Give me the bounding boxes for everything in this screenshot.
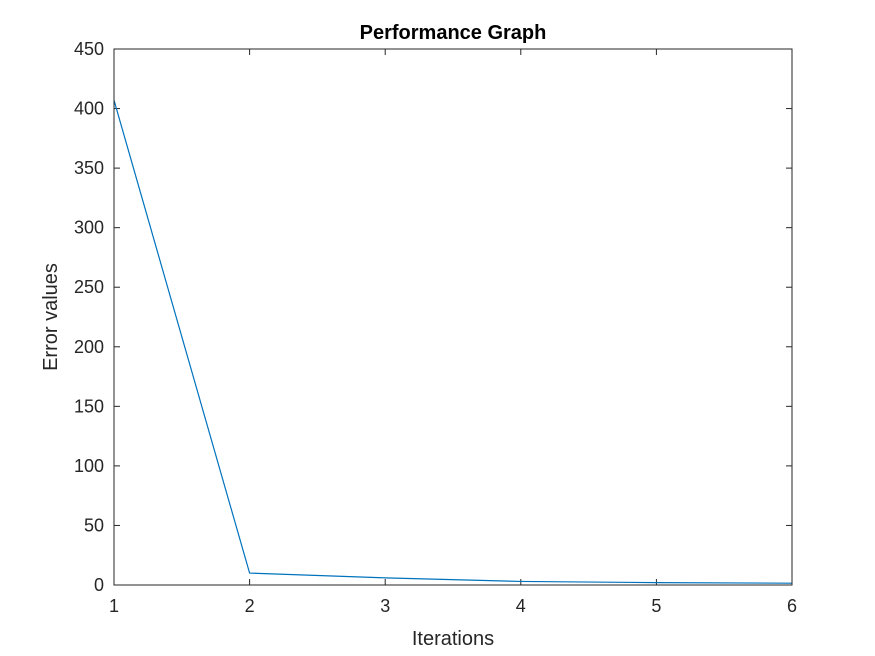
y-tick-label: 200 [74,337,104,357]
y-tick-label: 100 [74,456,104,476]
y-tick-label: 450 [74,39,104,59]
chart-title: Performance Graph [360,22,547,44]
series-line [113,100,793,584]
x-tick-label: 6 [787,596,797,616]
x-tick-label: 3 [380,596,390,616]
plot-background [114,49,792,585]
x-tick-label: 1 [109,596,119,616]
y-tick-label: 300 [74,218,104,238]
x-tick-label: 4 [516,596,526,616]
plot-frame [113,48,793,586]
y-axis-label: Error values [40,263,62,371]
y-tick-label: 0 [94,575,104,595]
y-tick-label: 50 [84,515,104,535]
y-tick-label: 350 [74,158,104,178]
y-tick-label: 250 [74,277,104,297]
x-tick-label: 2 [245,596,255,616]
y-tick-label: 150 [74,396,104,416]
y-axis-ticks: 0 50 100 150 200 250 300 350 400 450 [74,39,792,595]
y-tick-label: 400 [74,99,104,119]
x-axis-label: Iterations [412,628,494,650]
x-tick-label: 5 [651,596,661,616]
